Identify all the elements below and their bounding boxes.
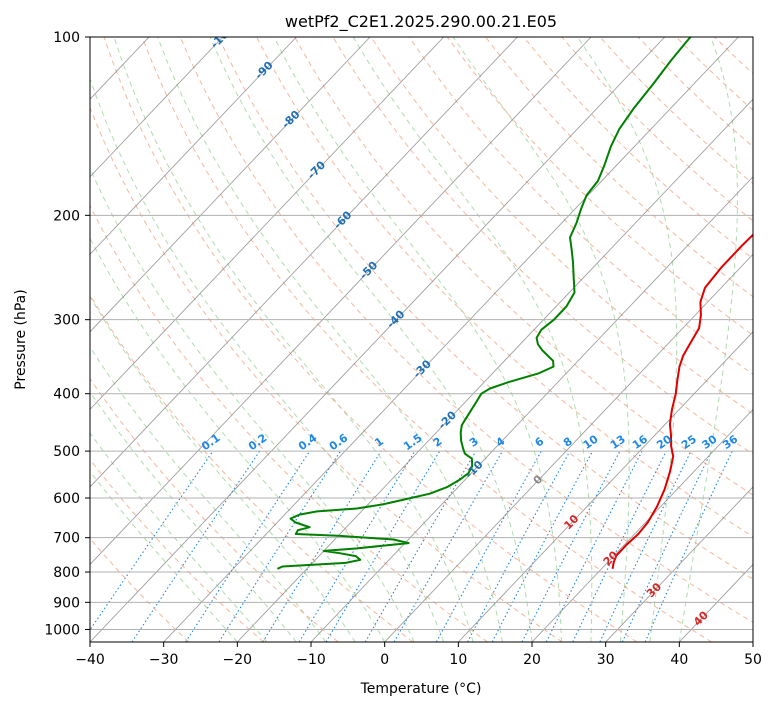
dry-adiabat-line (141, 37, 712, 642)
isotherms (90, 37, 753, 642)
dry-adiabat-line (90, 204, 488, 642)
isotherm-line (458, 331, 753, 642)
isotherm-line (384, 253, 753, 642)
isotherm-line (90, 37, 592, 566)
x-tick-label: −10 (296, 652, 326, 668)
y-tick-label: 300 (53, 313, 80, 329)
x-tick-label: 20 (523, 652, 541, 668)
mixing-ratio-line (545, 450, 643, 642)
y-tick-label: 200 (53, 208, 80, 224)
moist-adiabat-line (90, 167, 415, 642)
moist-adiabat-line (113, 37, 474, 642)
plot-area: 0.10.20.40.611.52346810131620253036-100-… (90, 37, 753, 642)
moist-adiabats (90, 37, 738, 642)
y-tick-label: 800 (53, 565, 80, 581)
moist-adiabat-line (352, 37, 593, 642)
isobars (90, 37, 753, 630)
temperature-trace (611, 233, 753, 569)
isotherm-line (310, 176, 753, 642)
plot-frame (89, 36, 754, 643)
mixing-ratio-line (298, 450, 416, 642)
moist-adiabat-line (90, 295, 356, 642)
y-tick-label: 500 (53, 444, 80, 460)
moist-adiabat-line (90, 432, 268, 642)
x-tick-label: −20 (223, 652, 253, 668)
dry-adiabat-line (90, 458, 264, 642)
chart-title: wetPf2_C2E1.2025.290.00.21.E05 (285, 12, 557, 32)
isotherm-line (237, 98, 753, 642)
x-axis-title: Temperature (°C) (360, 681, 482, 697)
isotherm-line (90, 37, 518, 488)
dry-adiabat-line (179, 37, 753, 623)
dry-adiabat-line (103, 37, 638, 642)
y-tick-label: 700 (53, 531, 80, 547)
y-tick-label: 600 (53, 491, 80, 507)
mixing-ratio-line (467, 450, 571, 642)
isotherm-line (90, 37, 297, 255)
moist-adiabat-line (90, 470, 238, 642)
mixing-ratio-line (262, 450, 382, 642)
y-tick-label: 900 (53, 595, 80, 611)
mixing-ratio-line (185, 450, 311, 642)
mixing-ratio-line (393, 450, 503, 642)
x-tick-label: 50 (744, 652, 762, 668)
x-axis: −40 −30 −20 −10 0 10 20 30 40 50 (75, 642, 762, 668)
dry-adiabat-line (217, 37, 753, 580)
moist-adiabat-line (678, 37, 738, 642)
dry-adiabat-line (90, 106, 563, 642)
moist-adiabat-line (273, 37, 562, 642)
moist-adiabat-line (90, 237, 386, 642)
moist-adiabat-line (90, 391, 297, 642)
mixing-ratio-line (218, 450, 341, 642)
isotherm-line (90, 37, 445, 411)
moist-adiabat-line (209, 37, 533, 642)
y-tick-label: 1000 (44, 622, 80, 638)
x-tick-label: 40 (670, 652, 688, 668)
moist-adiabat-line (90, 346, 327, 642)
y-tick-label: 100 (53, 30, 80, 46)
isotherm-line (605, 486, 753, 642)
mixing-ratio-line (572, 450, 667, 642)
x-tick-label: −30 (149, 652, 179, 668)
mixing-ratio-line (90, 450, 214, 631)
isotherm-line (90, 37, 371, 333)
x-tick-label: 0 (380, 652, 389, 668)
dry-adiabat-line (408, 37, 753, 375)
isotherm-line (90, 37, 224, 178)
moist-adiabat-line (90, 77, 445, 642)
dry-adiabat-line (90, 377, 339, 642)
y-tick-label: 400 (53, 387, 80, 403)
isotherm-line (531, 408, 753, 642)
dry-adiabat-line (294, 37, 753, 496)
sounding-traces (276, 37, 753, 570)
x-tick-label: −40 (75, 652, 105, 668)
moist-adiabat-line (157, 37, 503, 642)
x-tick-label: 10 (449, 652, 467, 668)
isotherm-line (90, 37, 666, 642)
mixing-ratio-line (435, 450, 542, 642)
moist-adiabat-line (577, 37, 678, 642)
y-axis-title: Pressure (hPa) (13, 289, 29, 389)
moist-adiabat-line (452, 37, 630, 642)
dewpoint-trace (276, 37, 692, 570)
x-tick-label: 30 (597, 652, 615, 668)
y-axis: 100 200 300 400 500 600 700 800 900 1000 (44, 30, 90, 638)
isotherm-line (163, 37, 739, 642)
